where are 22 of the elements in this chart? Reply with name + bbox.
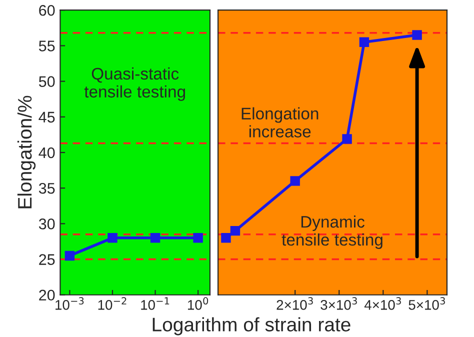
y-tick-label: 25: [39, 254, 55, 265]
annotation: Quasi-static tensile testing: [84, 67, 185, 101]
x-tick-label: 2×10$^{3}$: [276, 297, 313, 310]
y-tick-label: 20: [39, 290, 55, 301]
y-tick-label: 35: [38, 182, 55, 194]
x-tick-label: 3×10$^{3}$: [320, 297, 357, 310]
x-tick-label: 10$^{−3}$: [56, 297, 84, 310]
y-tick-label: 50: [38, 76, 55, 87]
y-tick-label: 40: [38, 147, 55, 158]
annotation: Elongation increase: [242, 107, 318, 138]
y-axis-title: Elongation/%: [17, 96, 36, 208]
x-tick-label: 10$^{−1}$: [141, 297, 170, 310]
x-axis-title: Logarithm of strain rate: [152, 317, 350, 336]
y-tick-label: 30: [38, 218, 55, 230]
annotation: Dynamic tensile testing: [282, 215, 382, 249]
x-tick-label: 10$^{0}$: [188, 297, 208, 310]
x-tick-label: 10$^{−2}$: [98, 297, 126, 310]
x-tick-label: 4×10$^{3}$: [364, 297, 401, 310]
y-tick-label: 45: [38, 112, 55, 123]
x-tick-label: 5×10$^{3}$: [408, 297, 445, 310]
y-tick-label: 55: [38, 40, 55, 52]
y-tick-label: 60: [39, 4, 55, 16]
